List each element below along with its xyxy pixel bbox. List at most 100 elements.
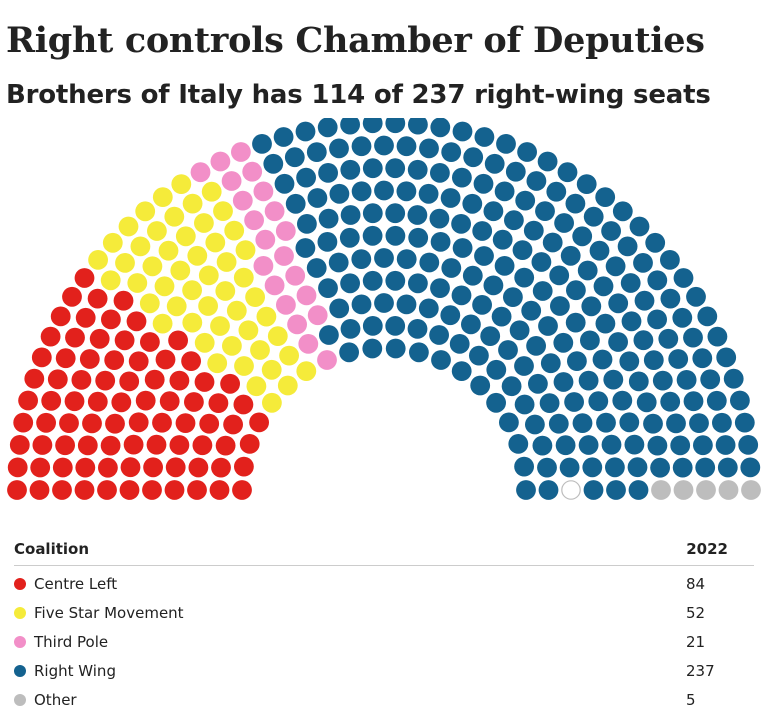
seat-dot [362, 338, 383, 359]
seat-dot [636, 392, 657, 413]
seat-dot [553, 372, 574, 392]
seat-dot [634, 290, 655, 311]
seat-dot [285, 193, 306, 214]
seat-dot [52, 457, 73, 478]
seat-dot [385, 203, 406, 224]
seat-dot [430, 278, 450, 298]
seat-dot [532, 281, 553, 301]
seat-dot [287, 314, 307, 335]
seat-dot [120, 457, 141, 478]
chart-subtitle: Brothers of Italy has 114 of 237 right-w… [6, 80, 711, 110]
seat-dot [620, 273, 641, 293]
seat-dot [169, 370, 190, 391]
seat-dot [441, 258, 462, 278]
seat-dot [274, 173, 295, 194]
seat-dot [499, 412, 519, 433]
seat-dot [318, 208, 339, 229]
seat-dot [279, 345, 299, 366]
seat-dot [480, 326, 501, 346]
seat-dot [74, 268, 95, 288]
seat-dot [582, 457, 603, 478]
seat-dot [171, 174, 192, 194]
seat-dot [253, 256, 274, 276]
seat-dot [483, 275, 504, 296]
seat-dot [612, 201, 633, 222]
legend-row: Five Star Movement 52 [14, 598, 754, 627]
seat-dot [707, 326, 728, 347]
seat-dot [194, 372, 215, 392]
seat-dot [210, 316, 230, 336]
seat-dot [273, 127, 294, 147]
seat-dot [672, 307, 693, 328]
seat-dot [583, 206, 604, 227]
seat-dot [40, 326, 61, 347]
seat-dot [650, 457, 670, 478]
seat-dot [284, 147, 305, 168]
seat-dot [102, 232, 123, 253]
seat-dot [55, 435, 75, 456]
seat-dot [232, 480, 252, 500]
seat-dot [407, 205, 428, 225]
seat-dot [647, 270, 668, 291]
seat-dot [87, 391, 108, 412]
seat-dot [276, 295, 296, 315]
seat-dot [87, 288, 108, 309]
seat-dot [629, 216, 650, 237]
legend-value: 52 [686, 603, 706, 622]
seat-dot [658, 328, 679, 349]
seat-dot [712, 412, 732, 433]
seat-dot [700, 369, 721, 390]
seat-dot [82, 413, 102, 434]
seat-dot [514, 394, 535, 415]
seat-dot [451, 361, 472, 381]
seat-dot [503, 287, 523, 307]
seat-dot [540, 353, 561, 374]
seat-dot [683, 327, 703, 348]
seat-dot [734, 412, 755, 433]
seat-dot [50, 306, 71, 327]
parliament-chart [7, 118, 761, 500]
seat-dot [695, 457, 716, 478]
seat-dot [190, 162, 211, 183]
seat-dot [113, 290, 134, 311]
seat-dot [215, 281, 236, 301]
seat-dot [253, 181, 274, 202]
seat-dot [184, 392, 204, 412]
seat-dot [689, 413, 709, 433]
seat-dot [578, 435, 599, 455]
seat-dot [595, 187, 616, 207]
seat-dot [514, 267, 535, 288]
legend-value: 5 [686, 690, 696, 709]
seat-dot [374, 293, 394, 313]
seat-dot [128, 351, 149, 372]
seat-dot [209, 480, 230, 500]
seat-dot [660, 391, 681, 412]
seat-dot [429, 208, 450, 229]
seat-dot [430, 232, 451, 252]
seat-dot [152, 313, 173, 334]
seat-dot [296, 285, 317, 306]
seat-dot [264, 275, 285, 296]
seat-dot [213, 201, 233, 221]
seat-dot [396, 181, 417, 202]
seat-dot [546, 181, 567, 202]
seat-dot [175, 226, 196, 247]
seat-dot [100, 435, 121, 456]
seat-dot [564, 392, 584, 412]
seat-dot [329, 138, 349, 159]
seat-dot [201, 181, 222, 202]
seat-dot [645, 232, 666, 253]
seat-dot [692, 348, 713, 369]
seat-dot [419, 252, 440, 273]
seat-dot [64, 391, 85, 412]
seat-dot [142, 256, 163, 277]
seat-dot [261, 359, 282, 380]
seat-dot [643, 413, 663, 434]
seat-dot [449, 334, 470, 354]
seat-dot [462, 193, 483, 214]
seat-dot [262, 392, 282, 413]
seat-dot [298, 334, 319, 354]
seat-dot [263, 153, 284, 174]
seat-dot [75, 307, 96, 328]
seat-dot [194, 213, 214, 233]
